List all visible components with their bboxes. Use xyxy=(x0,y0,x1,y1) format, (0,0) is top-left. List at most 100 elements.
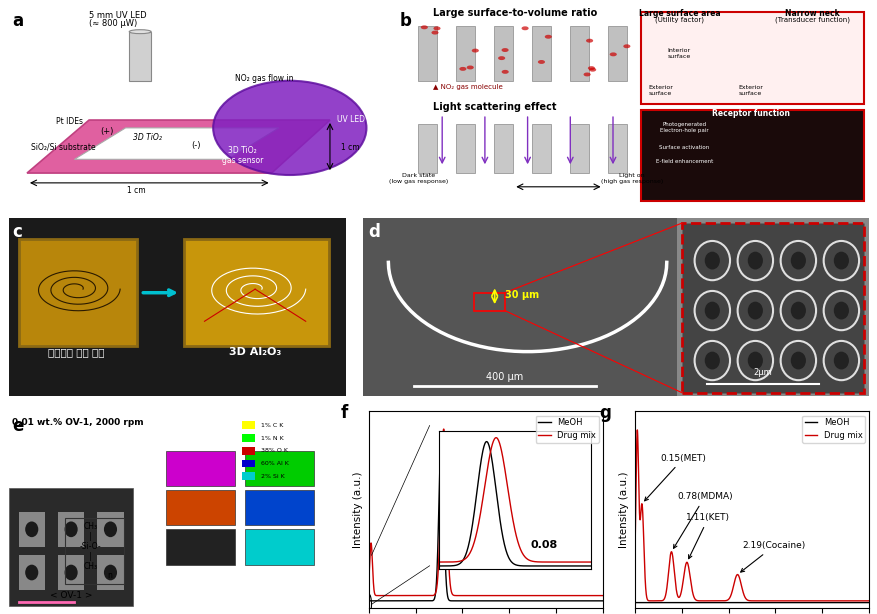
MeOH xyxy=(641,599,652,606)
Text: CH₃: CH₃ xyxy=(83,562,97,570)
Ellipse shape xyxy=(790,301,805,319)
Ellipse shape xyxy=(420,25,427,29)
Bar xyxy=(245,451,313,486)
Ellipse shape xyxy=(609,52,617,56)
Text: (+): (+) xyxy=(100,126,113,136)
MeOH xyxy=(590,597,601,605)
Legend: MeOH, Drug mix: MeOH, Drug mix xyxy=(801,416,864,443)
Bar xyxy=(641,111,864,201)
Bar xyxy=(494,124,513,173)
Bar xyxy=(18,511,45,547)
Drug mix xyxy=(378,592,389,599)
Ellipse shape xyxy=(833,352,848,370)
Ellipse shape xyxy=(544,35,552,39)
Drug mix xyxy=(477,592,488,599)
Ellipse shape xyxy=(689,34,696,37)
Text: UV LED: UV LED xyxy=(337,115,365,124)
Bar xyxy=(363,218,676,396)
Text: 30 μm: 30 μm xyxy=(504,290,538,300)
Text: 3D TiO₂: 3D TiO₂ xyxy=(132,133,161,142)
Drug mix xyxy=(471,592,481,599)
Bar xyxy=(418,124,437,173)
Drug mix xyxy=(590,592,601,599)
Bar xyxy=(58,511,84,547)
Bar xyxy=(494,26,513,81)
Text: f: f xyxy=(340,403,347,422)
Ellipse shape xyxy=(467,66,474,69)
Ellipse shape xyxy=(103,521,117,537)
Bar xyxy=(241,460,254,467)
Text: CH₃: CH₃ xyxy=(83,523,97,531)
Ellipse shape xyxy=(833,252,848,270)
Y-axis label: Intensity (a.u.): Intensity (a.u.) xyxy=(353,472,363,548)
Text: Narrow neck: Narrow neck xyxy=(784,9,838,18)
Text: n: n xyxy=(107,572,112,580)
Drug mix xyxy=(641,594,652,602)
Text: 1% N K: 1% N K xyxy=(261,435,284,440)
Bar xyxy=(166,451,235,486)
Bar xyxy=(18,555,45,590)
Bar xyxy=(681,223,863,393)
Text: Pt IDEs: Pt IDEs xyxy=(56,117,83,126)
Text: 1% C K: 1% C K xyxy=(261,422,283,428)
Text: (Transducer function): (Transducer function) xyxy=(774,17,849,23)
Bar xyxy=(166,490,235,526)
Text: a: a xyxy=(12,12,24,30)
Ellipse shape xyxy=(538,60,545,64)
Bar xyxy=(97,555,124,590)
Ellipse shape xyxy=(704,252,719,270)
Ellipse shape xyxy=(459,67,466,71)
Text: Surface activation: Surface activation xyxy=(659,146,709,150)
Text: Interior
surface: Interior surface xyxy=(667,48,690,59)
MeOH xyxy=(590,597,601,605)
Legend: MeOH, Drug mix: MeOH, Drug mix xyxy=(535,416,598,443)
Ellipse shape xyxy=(583,72,590,76)
Text: 38% O K: 38% O K xyxy=(261,448,288,453)
Drug mix xyxy=(631,426,642,433)
Bar xyxy=(129,32,151,81)
Ellipse shape xyxy=(25,521,39,537)
Text: |: | xyxy=(89,532,92,541)
Ellipse shape xyxy=(501,48,508,52)
Bar xyxy=(645,26,665,81)
Text: 0.78(MDMA): 0.78(MDMA) xyxy=(673,492,732,548)
Ellipse shape xyxy=(623,44,630,49)
Ellipse shape xyxy=(747,301,762,319)
MeOH xyxy=(813,599,824,606)
Text: 400 μm: 400 μm xyxy=(486,372,523,382)
Text: 60% Al K: 60% Al K xyxy=(261,461,289,466)
Text: 2.19(Cocaine): 2.19(Cocaine) xyxy=(740,542,805,572)
Drug mix xyxy=(363,579,374,586)
Text: b: b xyxy=(399,12,411,30)
Bar xyxy=(241,421,254,429)
Text: 2% Si K: 2% Si K xyxy=(261,474,285,479)
Drug mix xyxy=(438,426,448,433)
Text: Exterior
surface: Exterior surface xyxy=(647,85,672,96)
Ellipse shape xyxy=(747,352,762,370)
MeOH xyxy=(363,597,374,605)
Text: ▲ NO₂ gas molecule: ▲ NO₂ gas molecule xyxy=(432,84,502,90)
Bar xyxy=(456,124,474,173)
Text: Exterior
surface: Exterior surface xyxy=(738,85,762,96)
Bar xyxy=(245,490,313,526)
Bar xyxy=(184,239,329,346)
Text: |: | xyxy=(89,552,92,561)
Bar xyxy=(65,518,124,585)
Text: 0.15(MET): 0.15(MET) xyxy=(644,454,706,501)
Ellipse shape xyxy=(433,26,440,30)
Text: Dark state
(low gas response): Dark state (low gas response) xyxy=(389,173,447,184)
Drug mix xyxy=(814,597,824,605)
Text: Large surface area: Large surface area xyxy=(638,9,719,18)
Ellipse shape xyxy=(588,68,595,72)
Bar xyxy=(456,26,474,81)
MeOH xyxy=(477,597,488,605)
Y-axis label: Intensity (a.u.): Intensity (a.u.) xyxy=(618,472,629,548)
Drug mix xyxy=(547,592,558,599)
MeOH xyxy=(856,599,866,606)
Ellipse shape xyxy=(471,49,478,53)
Bar xyxy=(531,124,551,173)
Text: g: g xyxy=(599,403,611,422)
Ellipse shape xyxy=(585,39,593,42)
Text: 2μm: 2μm xyxy=(752,368,772,377)
Bar xyxy=(418,26,437,81)
